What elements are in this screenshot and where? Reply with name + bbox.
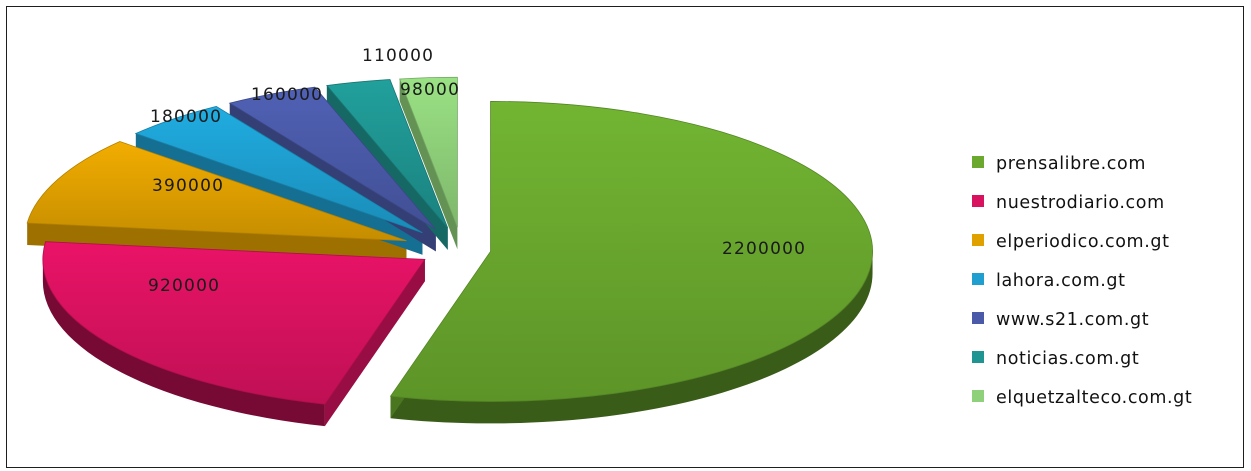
legend-label-nuestrodiario: nuestrodiario.com [996, 193, 1165, 213]
legend-label-lahora: lahora.com.gt [996, 271, 1126, 291]
legend-label-prensalibre: prensalibre.com [996, 154, 1146, 174]
legend-swatch-prensalibre [972, 156, 984, 168]
slice-lahora-com-gt [134, 105, 423, 234]
slice-depth-elquetzalteco-com-gt [399, 78, 458, 250]
legend-label-noticias: noticias.com.gt [996, 349, 1139, 369]
value-label-elperiodico: 390000 [152, 176, 224, 196]
legend-swatch-noticias [972, 351, 984, 363]
legend-label-elperiodico: elperiodico.com.gt [996, 232, 1170, 252]
slice-elquetzalteco-com-gt [399, 76, 458, 228]
legend-swatch-elperiodico [972, 234, 984, 246]
slice-nuestrodiario-com [42, 241, 426, 405]
legend-swatch-elquetzalteco [972, 390, 984, 402]
slice-side-elperiodico-com-gt-0 [27, 222, 407, 263]
value-label-nuestrodiario: 920000 [148, 276, 220, 296]
slice-side-elquetzalteco-com-gt-0 [399, 78, 458, 250]
slice-rim-prensalibre-com [390, 251, 873, 424]
value-label-lahora: 180000 [150, 107, 222, 127]
value-label-s21: 160000 [251, 85, 323, 105]
slice-elperiodico-com-gt [26, 141, 407, 242]
slice-noticias-com-gt [326, 79, 449, 229]
legend-swatch-s21 [972, 312, 984, 324]
legend-label-s21: www.s21.com.gt [996, 310, 1149, 330]
legend: prensalibre.com nuestrodiario.com elperi… [972, 154, 1192, 408]
slice-rim-nuestrodiario-com [42, 259, 325, 427]
value-label-noticias: 110000 [362, 46, 434, 66]
legend-label-elquetzalteco: elquetzalteco.com.gt [996, 388, 1192, 408]
slice-side-nuestrodiario-com-0 [324, 259, 425, 427]
value-labels: 2200000 920000 390000 180000 160000 1100… [148, 46, 806, 296]
slice-prensalibre-com [389, 101, 873, 402]
pie-slices [26, 76, 873, 427]
legend-swatch-nuestrodiario [972, 195, 984, 207]
legend-swatch-lahora [972, 273, 984, 285]
slice-www-s21-com-gt [228, 86, 437, 230]
value-label-prensalibre: 2200000 [722, 239, 806, 259]
value-label-elquetzalteco: 98000 [400, 80, 460, 100]
